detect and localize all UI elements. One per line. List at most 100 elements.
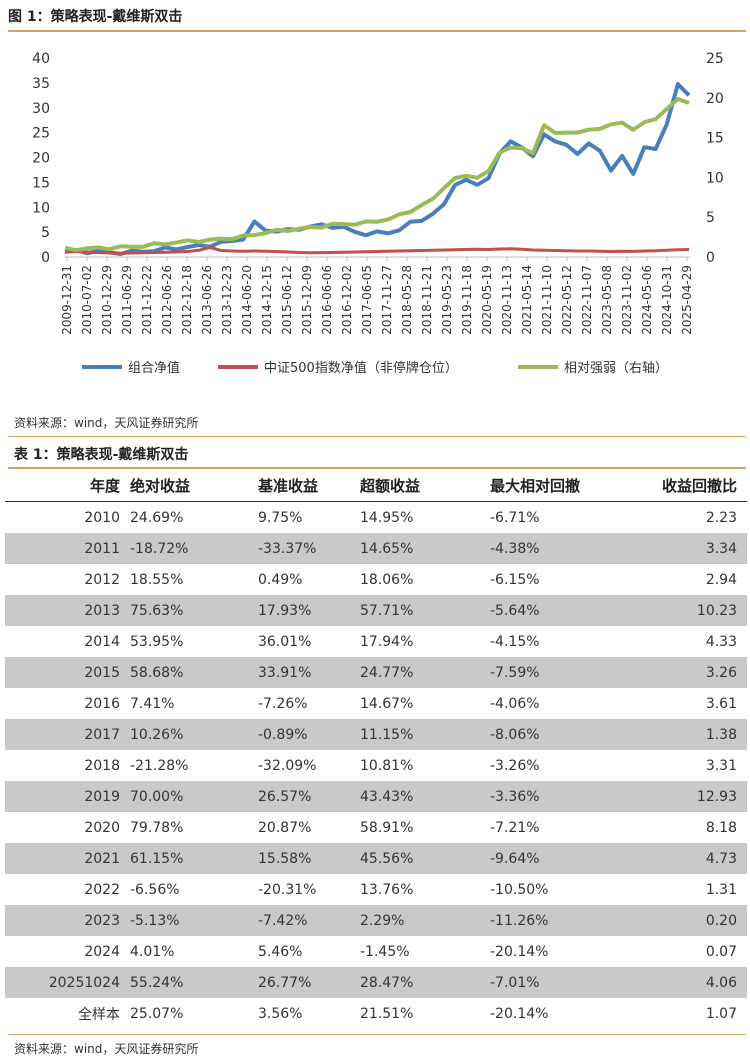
table-row: 2017 10.26% -0.89% 11.15% -8.06% 1.38 bbox=[5, 719, 747, 750]
x-tick-label: 2018-11-21 bbox=[420, 265, 434, 335]
cell-year: 2014 bbox=[84, 633, 120, 650]
y-left-tick-label: 10 bbox=[32, 200, 50, 216]
cell-excess-return: 14.67% bbox=[360, 695, 414, 712]
x-tick-label: 2012-06-26 bbox=[160, 265, 174, 335]
x-tick-label: 2011-06-29 bbox=[120, 265, 134, 335]
legend-label: 组合净值 bbox=[128, 360, 180, 376]
cell-year: 2010 bbox=[84, 509, 120, 526]
table-source: 资料来源：wind，天风证券研究所 bbox=[14, 1042, 199, 1056]
cell-absolute-return: 55.24% bbox=[130, 967, 258, 998]
x-tick-label: 2011-12-22 bbox=[140, 265, 154, 335]
y-left-tick-label: 40 bbox=[32, 51, 50, 67]
cell-year: 2019 bbox=[5, 781, 130, 812]
cell-max-relative-drawdown: -5.64% bbox=[490, 595, 630, 626]
series-line-1 bbox=[64, 246, 690, 255]
cell-max-relative-drawdown: -3.26% bbox=[490, 757, 540, 774]
header-max-relative-drawdown: 最大相对回撤 bbox=[490, 470, 630, 502]
cell-year: 2011 bbox=[5, 533, 130, 564]
cell-benchmark-return: 33.91% bbox=[258, 657, 360, 688]
cell-year: 全样本 bbox=[78, 1006, 120, 1023]
x-tick-label: 2010-07-02 bbox=[80, 265, 94, 335]
cell-max-relative-drawdown: -7.21% bbox=[490, 819, 540, 836]
x-tick-label: 2023-05-08 bbox=[600, 265, 614, 335]
x-tick-label: 2024-10-31 bbox=[660, 265, 674, 335]
cell-benchmark-return: 15.58% bbox=[258, 843, 360, 874]
cell-return-drawdown-ratio: 3.61 bbox=[705, 695, 737, 712]
cell-absolute-return: 53.95% bbox=[130, 633, 184, 650]
x-tick-label: 2020-05-19 bbox=[480, 265, 494, 335]
cell-benchmark-return: -33.37% bbox=[258, 533, 360, 564]
header-excess-return: 超额收益 bbox=[360, 470, 490, 502]
x-tick-label: 2019-05-23 bbox=[440, 265, 454, 335]
cell-excess-return: 10.81% bbox=[360, 757, 414, 774]
cell-year: 2022 bbox=[84, 881, 120, 898]
y-right-tick-label: 5 bbox=[706, 210, 715, 226]
table-bottom-rule bbox=[8, 1034, 746, 1035]
y-left-tick-label: 0 bbox=[41, 250, 50, 266]
header-absolute-return: 绝对收益 bbox=[130, 470, 258, 502]
cell-return-drawdown-ratio: 0.20 bbox=[630, 905, 747, 936]
cell-year: 2024 bbox=[84, 943, 120, 960]
cell-return-drawdown-ratio: 1.38 bbox=[630, 719, 747, 750]
y-left-tick-label: 25 bbox=[32, 126, 50, 142]
cell-benchmark-return: 17.93% bbox=[258, 595, 360, 626]
header-benchmark-return: 基准收益 bbox=[258, 470, 360, 502]
cell-return-drawdown-ratio: 4.33 bbox=[705, 633, 737, 650]
x-tick-label: 2017-11-27 bbox=[380, 265, 394, 335]
cell-excess-return: 24.77% bbox=[360, 657, 490, 688]
cell-absolute-return: 18.55% bbox=[130, 571, 184, 588]
cell-excess-return: 21.51% bbox=[360, 1005, 414, 1022]
y-right-tick-label: 0 bbox=[706, 250, 715, 266]
cell-max-relative-drawdown: -4.15% bbox=[490, 633, 540, 650]
cell-excess-return: 11.15% bbox=[360, 719, 490, 750]
cell-max-relative-drawdown: -6.71% bbox=[490, 509, 540, 526]
table-row: 2013 75.63% 17.93% 57.71% -5.64% 10.23 bbox=[5, 595, 747, 626]
series-line-2 bbox=[64, 97, 690, 253]
cell-return-drawdown-ratio: 2.23 bbox=[705, 509, 737, 526]
cell-excess-return: 17.94% bbox=[360, 633, 414, 650]
cell-excess-return: 18.06% bbox=[360, 571, 414, 588]
cell-excess-return: 14.95% bbox=[360, 509, 414, 526]
cell-benchmark-return: 26.77% bbox=[258, 967, 360, 998]
legend-label: 相对强弱（右轴） bbox=[564, 361, 668, 376]
x-tick-label: 2010-12-29 bbox=[100, 265, 114, 335]
cell-max-relative-drawdown: -4.06% bbox=[490, 695, 540, 712]
cell-excess-return: 13.76% bbox=[360, 881, 414, 898]
cell-excess-return: 2.29% bbox=[360, 905, 490, 936]
x-tick-label: 2009-12-31 bbox=[60, 265, 74, 335]
cell-absolute-return: 79.78% bbox=[130, 819, 184, 836]
table-row: 2015 58.68% 33.91% 24.77% -7.59% 3.26 bbox=[5, 657, 747, 688]
cell-excess-return: 28.47% bbox=[360, 967, 490, 998]
x-tick-label: 2023-11-02 bbox=[620, 265, 634, 335]
x-tick-label: 2020-11-13 bbox=[500, 265, 514, 335]
cell-return-drawdown-ratio: 0.07 bbox=[705, 943, 737, 960]
cell-absolute-return: -18.72% bbox=[130, 533, 258, 564]
cell-absolute-return: 24.69% bbox=[130, 509, 184, 526]
table-title-rule bbox=[8, 467, 746, 469]
table-row: 2014 53.95% 36.01% 17.94% -4.15% 4.33 bbox=[5, 626, 747, 657]
y-left-tick-label: 30 bbox=[32, 101, 50, 117]
cell-absolute-return: 58.68% bbox=[130, 657, 258, 688]
cell-return-drawdown-ratio: 12.93 bbox=[630, 781, 747, 812]
cell-benchmark-return: -0.89% bbox=[258, 719, 360, 750]
x-tick-label: 2016-06-06 bbox=[320, 265, 334, 335]
cell-return-drawdown-ratio: 3.34 bbox=[630, 533, 747, 564]
cell-absolute-return: -6.56% bbox=[130, 881, 180, 898]
cell-excess-return: 58.91% bbox=[360, 819, 414, 836]
y-left-tick-label: 5 bbox=[41, 225, 50, 241]
cell-return-drawdown-ratio: 1.07 bbox=[705, 1005, 737, 1022]
cell-return-drawdown-ratio: 3.26 bbox=[630, 657, 747, 688]
cell-benchmark-return: 20.87% bbox=[258, 819, 312, 836]
cell-benchmark-return: -20.31% bbox=[258, 881, 317, 898]
cell-max-relative-drawdown: -7.59% bbox=[490, 657, 630, 688]
cell-year: 2020 bbox=[84, 819, 120, 836]
cell-benchmark-return: 5.46% bbox=[258, 943, 303, 960]
cell-max-relative-drawdown: -10.50% bbox=[490, 881, 549, 898]
x-tick-label: 2021-11-10 bbox=[540, 265, 554, 335]
y-right-tick-label: 15 bbox=[706, 131, 724, 147]
cell-year: 2015 bbox=[5, 657, 130, 688]
x-tick-label: 2018-05-28 bbox=[400, 265, 414, 335]
cell-benchmark-return: -7.26% bbox=[258, 695, 308, 712]
cell-max-relative-drawdown: -4.38% bbox=[490, 533, 630, 564]
cell-absolute-return: 7.41% bbox=[130, 695, 175, 712]
